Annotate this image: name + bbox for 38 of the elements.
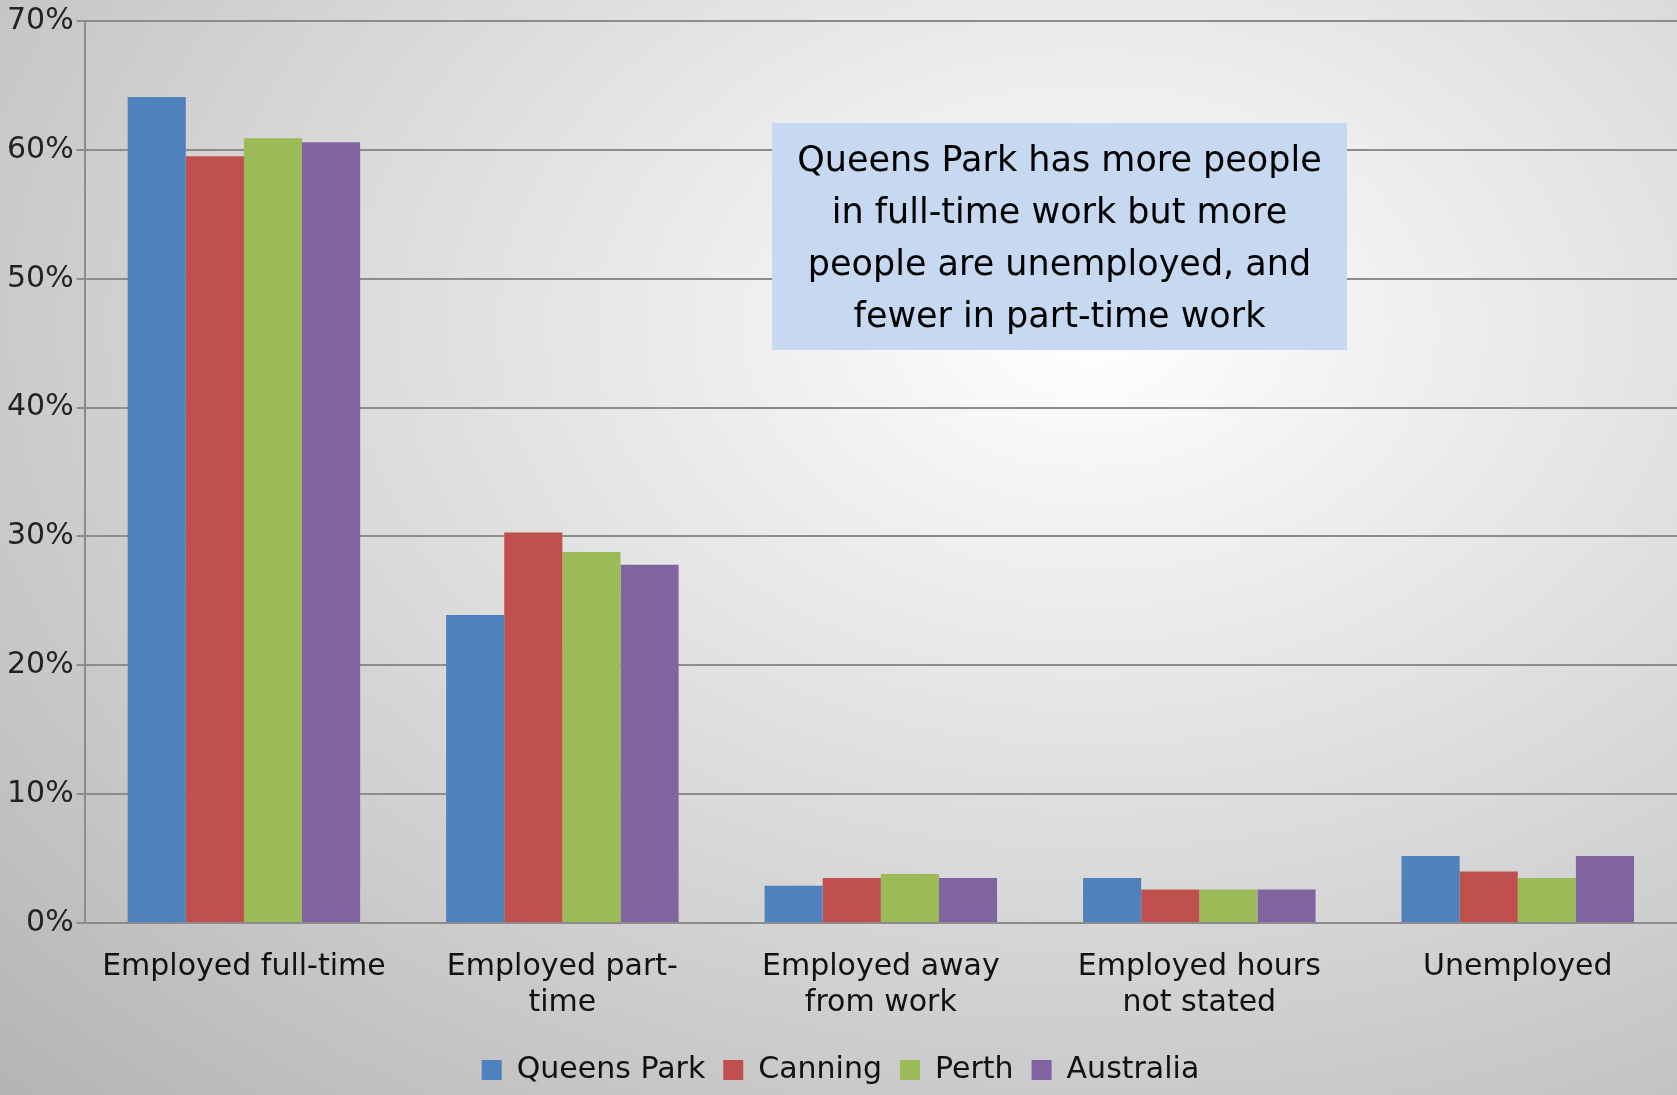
bar — [562, 551, 621, 922]
y-tick-label: 30% — [6, 516, 74, 552]
x-tick-label: Employed full-time — [102, 946, 386, 982]
annotation: Queens Park has more people in full-time work but more people are unemployed, and fewer in part-time work — [772, 123, 1347, 350]
y-tick-label: 70% — [6, 0, 74, 36]
legend-label: Perth — [935, 1049, 1014, 1085]
x-tick-label: Employed away from work — [761, 946, 1000, 1018]
bar — [1199, 889, 1258, 922]
bar — [1257, 889, 1316, 922]
y-tick-label: 50% — [6, 258, 74, 294]
bar — [1141, 889, 1200, 922]
bar — [1459, 871, 1518, 922]
legend-label: Australia — [1066, 1049, 1200, 1085]
bar — [127, 97, 186, 922]
y-tick-label: 20% — [6, 645, 74, 681]
x-tick-label: Unemployed — [1422, 946, 1613, 982]
bar — [504, 532, 563, 922]
x-tick-label: Employed part-time — [446, 946, 678, 1018]
legend-label: Queens Park — [516, 1049, 706, 1085]
bar — [938, 877, 998, 922]
legend-label: Canning — [758, 1049, 883, 1085]
bar — [302, 142, 361, 922]
y-tick-label: 10% — [6, 773, 74, 809]
bar — [764, 885, 823, 922]
x-tick-label: Employed hours not stated — [1077, 946, 1321, 1018]
bar — [1517, 877, 1576, 922]
bar — [1401, 855, 1460, 922]
y-tick-label: 60% — [6, 129, 74, 165]
bar — [620, 564, 679, 922]
bar — [1083, 877, 1142, 922]
bar — [243, 138, 303, 922]
bar — [822, 877, 881, 922]
bar — [185, 156, 244, 922]
y-tick-label: 0% — [26, 902, 74, 938]
bar — [1575, 855, 1635, 922]
bar — [880, 874, 939, 922]
y-tick-label: 40% — [6, 387, 74, 423]
bar — [446, 615, 505, 922]
